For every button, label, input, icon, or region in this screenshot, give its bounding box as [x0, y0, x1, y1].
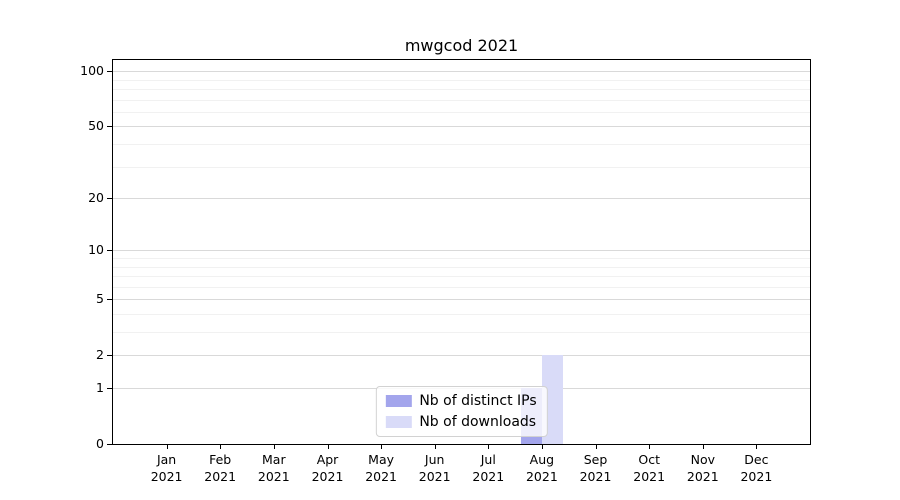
x-tick-mark	[649, 445, 651, 449]
gridline-minor	[113, 89, 810, 90]
y-tick-mark	[107, 71, 112, 73]
x-tick-mark	[488, 445, 490, 449]
x-tick-mark	[595, 445, 597, 449]
gridline-major	[113, 71, 810, 73]
x-tick-label-jan: Jan 2021	[150, 452, 183, 484]
plot-area: Nb of distinct IPs Nb of downloads	[112, 59, 811, 445]
legend: Nb of distinct IPs Nb of downloads	[375, 386, 548, 437]
gridline-minor	[113, 166, 810, 168]
gridline-minor	[113, 99, 810, 101]
y-tick-label: 20	[88, 190, 104, 206]
x-tick-label-jul: Jul 2021	[472, 452, 505, 484]
y-tick-mark	[107, 299, 112, 301]
legend-item-distinct-ips: Nb of distinct IPs	[385, 393, 537, 409]
gridline-major	[113, 126, 810, 128]
x-tick-label-sep: Sep 2021	[579, 452, 612, 484]
x-tick-label-aug: Aug 2021	[525, 452, 558, 484]
x-tick-mark	[541, 445, 543, 449]
y-tick-mark	[107, 444, 112, 445]
chart-title: mwgcod 2021	[404, 36, 519, 55]
x-tick-label-feb: Feb 2021	[204, 452, 237, 484]
x-tick-mark	[327, 445, 329, 449]
x-tick-label-dec: Dec 2021	[740, 452, 773, 484]
gridline-major	[113, 299, 810, 301]
y-tick-mark	[107, 126, 112, 128]
x-tick-mark	[702, 445, 704, 449]
gridline-minor	[113, 266, 810, 268]
gridline-major	[113, 250, 810, 252]
y-tick-label: 0	[96, 436, 104, 451]
gridline-major	[113, 355, 810, 357]
y-tick-label: 1	[96, 380, 104, 395]
x-tick-label-oct: Oct 2021	[633, 452, 666, 484]
gridline-minor	[113, 314, 810, 315]
y-tick-mark	[107, 250, 112, 252]
gridline-major	[113, 198, 810, 200]
legend-item-downloads: Nb of downloads	[385, 414, 536, 430]
x-tick-mark	[381, 445, 383, 449]
y-tick-mark	[107, 355, 112, 357]
legend-swatch-distinct-ips	[385, 395, 412, 407]
y-tick-label: 5	[96, 291, 104, 307]
x-tick-label-apr: Apr 2021	[311, 452, 344, 484]
y-tick-label: 100	[80, 63, 104, 79]
x-tick-label-jun: Jun 2021	[418, 452, 451, 484]
gridline-minor	[113, 286, 810, 288]
y-tick-label: 10	[88, 242, 104, 258]
x-tick-mark	[756, 445, 758, 449]
y-tick-label: 2	[96, 347, 104, 363]
x-tick-label-nov: Nov 2021	[686, 452, 719, 484]
legend-swatch-downloads	[385, 416, 412, 428]
gridline-minor	[113, 332, 810, 333]
gridline-minor	[113, 276, 810, 277]
legend-label-downloads: Nb of downloads	[419, 414, 537, 430]
gridline-minor	[113, 144, 810, 145]
x-tick-mark	[273, 445, 275, 449]
y-tick-mark	[107, 198, 112, 200]
x-tick-label-may: May 2021	[365, 452, 397, 484]
x-tick-label-mar: Mar 2021	[257, 452, 290, 484]
y-tick-label: 50	[88, 118, 104, 134]
y-tick-mark	[107, 388, 112, 389]
x-tick-mark	[434, 445, 436, 449]
gridline-minor	[113, 258, 810, 259]
gridline-minor	[113, 111, 810, 113]
x-tick-mark	[220, 445, 222, 449]
x-tick-mark	[166, 445, 168, 449]
gridline-minor	[113, 79, 810, 81]
legend-label-distinct-ips: Nb of distinct IPs	[419, 393, 537, 409]
